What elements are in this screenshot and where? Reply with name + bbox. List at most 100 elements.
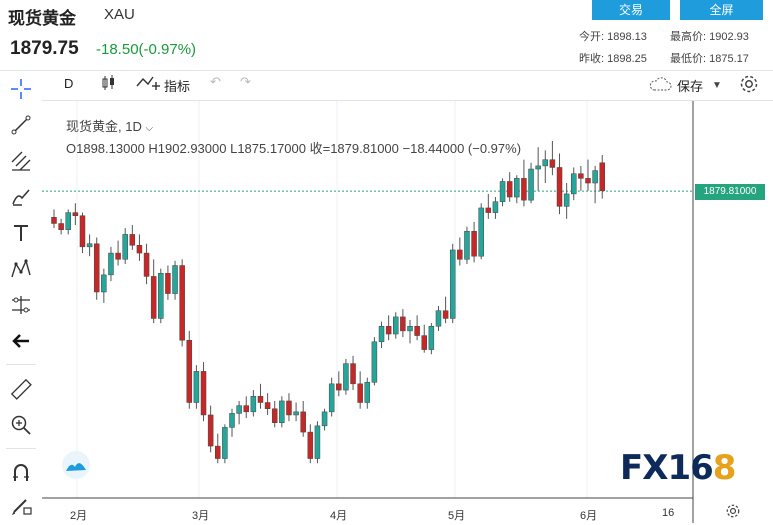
chart-legend-title: 现货黄金, 1D ⌵ <box>66 116 153 135</box>
candle-body <box>65 212 71 230</box>
candle <box>300 400 306 437</box>
candle-body <box>264 402 271 409</box>
stat-prev-value: 1898.25 <box>607 53 647 65</box>
save-dropdown-icon[interactable]: ▼ <box>712 80 722 91</box>
candle <box>72 203 79 226</box>
candle <box>186 330 193 409</box>
candle-body <box>357 383 363 403</box>
chevron-down-icon[interactable]: ⌵ <box>145 123 154 134</box>
candle-body <box>528 168 534 201</box>
candle <box>143 243 150 285</box>
candle-body <box>172 265 178 294</box>
candle-body <box>578 173 584 179</box>
trend-line-tool-icon[interactable] <box>8 112 34 138</box>
candle <box>521 159 527 207</box>
undo-icon[interactable]: ↶ <box>210 74 221 89</box>
candle <box>400 309 406 338</box>
candle-body <box>514 178 520 198</box>
candle-body <box>471 231 477 257</box>
candle-body <box>58 223 64 230</box>
brush-tool-icon[interactable] <box>8 184 34 210</box>
candle-body <box>350 363 356 385</box>
axis-settings-gear-icon[interactable] <box>724 502 742 525</box>
last-price-tag: 1879.81000 <box>695 184 765 200</box>
legend-title: 现货黄金, 1D <box>66 119 142 134</box>
candle <box>563 183 570 219</box>
candle <box>464 226 470 264</box>
candle-body <box>271 408 278 423</box>
candle-body <box>51 217 57 224</box>
candle-style-button[interactable] <box>100 74 118 95</box>
candle <box>250 390 257 417</box>
magnet-icon[interactable] <box>8 460 34 486</box>
candle <box>592 165 598 204</box>
candle-body <box>449 249 456 319</box>
candle <box>293 402 299 422</box>
indicators-button[interactable] <box>136 74 162 95</box>
candle-body <box>101 274 107 293</box>
candle <box>286 393 292 422</box>
candle-body <box>222 427 228 459</box>
candle-body <box>464 231 470 260</box>
candle <box>371 337 378 386</box>
candle <box>328 377 335 417</box>
text-tool-icon[interactable] <box>8 220 34 246</box>
candle-body <box>165 273 171 294</box>
candlestick-chart[interactable] <box>42 101 773 523</box>
candle <box>93 237 100 300</box>
candle-body <box>378 325 385 343</box>
save-button[interactable]: 保存 <box>677 79 704 94</box>
candle-body <box>250 396 257 413</box>
candle <box>357 371 363 409</box>
candle-body <box>535 165 541 170</box>
candle <box>343 358 349 395</box>
candle <box>578 165 584 191</box>
parallel-channel-tool-icon[interactable] <box>8 148 34 174</box>
candle <box>58 218 64 235</box>
candle-body <box>93 243 100 293</box>
prediction-tool-icon[interactable] <box>8 292 34 318</box>
candle <box>200 362 207 422</box>
redo-icon[interactable]: ↷ <box>240 74 251 89</box>
candle-body <box>492 201 499 213</box>
stat-low: 最低价: 1875.17 <box>670 50 749 66</box>
stat-low-label: 最低价: <box>670 53 707 65</box>
candle <box>485 193 492 219</box>
candle-body <box>129 234 136 246</box>
candle-body <box>207 414 214 447</box>
crosshair-tool-icon[interactable] <box>8 76 34 102</box>
candle-body <box>400 316 406 332</box>
settings-gear-icon[interactable] <box>738 73 760 98</box>
stat-prev-label: 昨收: <box>579 53 605 65</box>
candle-body <box>314 425 321 459</box>
indicator-plus-icon <box>136 76 160 90</box>
pattern-tool-icon[interactable] <box>8 256 34 282</box>
candle <box>492 197 499 219</box>
x-tick-jun: 6月 <box>580 510 598 522</box>
lock-pencil-icon[interactable] <box>8 492 34 518</box>
stat-prev: 昨收: 1898.25 <box>579 50 647 66</box>
candle <box>172 260 178 300</box>
stat-open-label: 今开: <box>579 31 605 43</box>
toolbar-separator-2 <box>6 448 36 449</box>
candle <box>514 175 520 204</box>
tradingview-logo-icon <box>66 463 86 471</box>
zoom-in-icon[interactable] <box>8 412 34 438</box>
back-arrow-icon[interactable] <box>8 328 34 354</box>
chart-logo-badge[interactable] <box>62 451 90 479</box>
candle <box>193 365 200 409</box>
candle <box>471 221 477 263</box>
ruler-tool-icon[interactable] <box>8 376 34 402</box>
trade-button[interactable]: 交易 <box>592 0 670 20</box>
candle <box>478 203 484 260</box>
candle-body <box>336 383 342 391</box>
candle-body <box>243 405 249 413</box>
indicators-label[interactable]: 指标 <box>164 79 191 94</box>
candle-body <box>300 411 306 433</box>
cloud-save-icon[interactable] <box>648 76 672 95</box>
candle-body <box>563 193 570 207</box>
fullscreen-button[interactable]: 全屏 <box>680 0 763 20</box>
interval-selector[interactable]: D <box>64 76 74 91</box>
candle <box>542 150 549 184</box>
candle <box>428 323 435 355</box>
